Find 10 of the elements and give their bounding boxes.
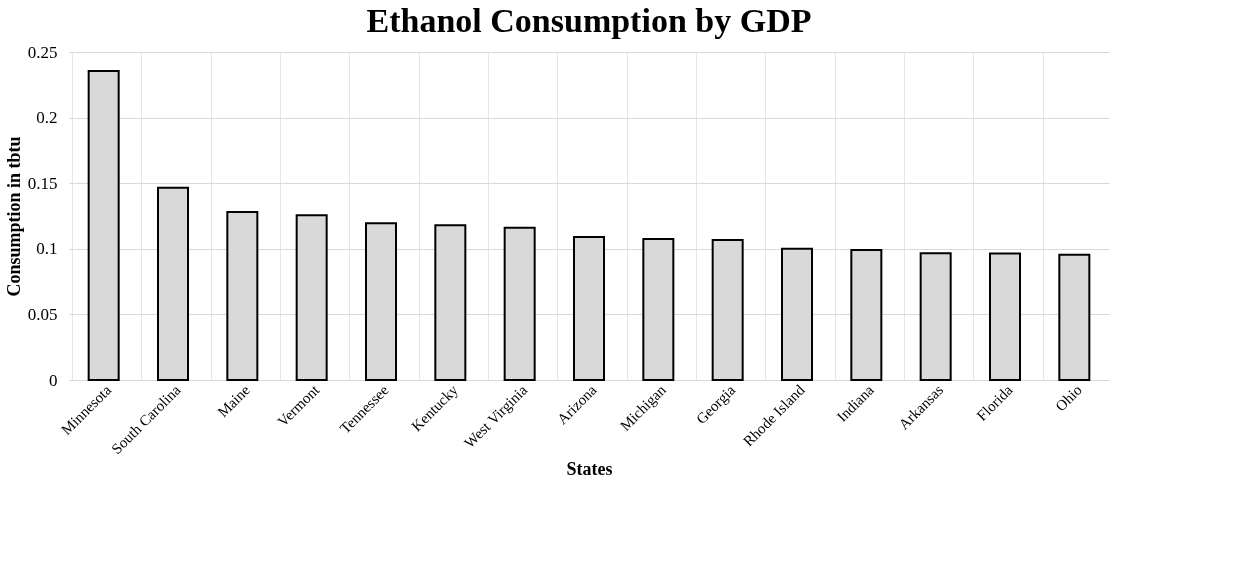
- y-tick-label: 0.05: [27, 304, 58, 324]
- x-axis-title: States: [566, 459, 613, 480]
- y-tick-label: 0.15: [27, 173, 58, 193]
- y-axis-title: Consumption in tbtu: [3, 136, 24, 297]
- y-tick-label: 0.1: [36, 239, 58, 259]
- y-tick-label: 0.25: [27, 42, 58, 62]
- y-tick-label: 0.2: [36, 108, 58, 128]
- y-tick-label: 0: [49, 370, 58, 390]
- x-tick-label: Ohio: [1052, 381, 1085, 415]
- chart-title: Ethanol Consumption by GDP: [366, 2, 812, 39]
